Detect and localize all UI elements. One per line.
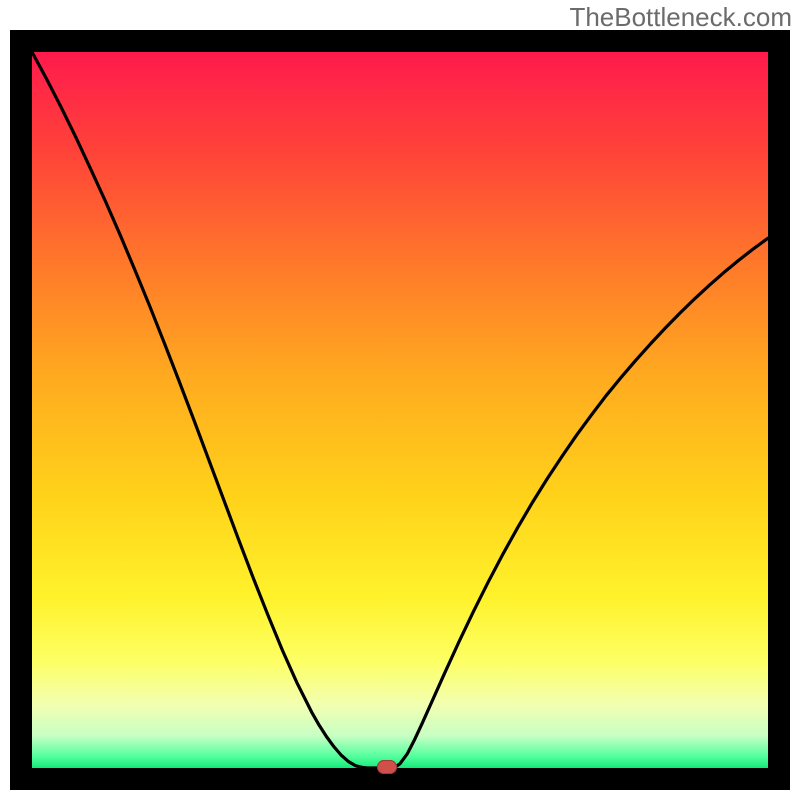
watermark-text: TheBottleneck.com <box>569 2 792 33</box>
plot-background <box>32 52 768 768</box>
chart-frame: TheBottleneck.com <box>0 0 800 800</box>
optimal-point-marker <box>377 760 397 774</box>
bottleneck-chart <box>0 0 800 800</box>
